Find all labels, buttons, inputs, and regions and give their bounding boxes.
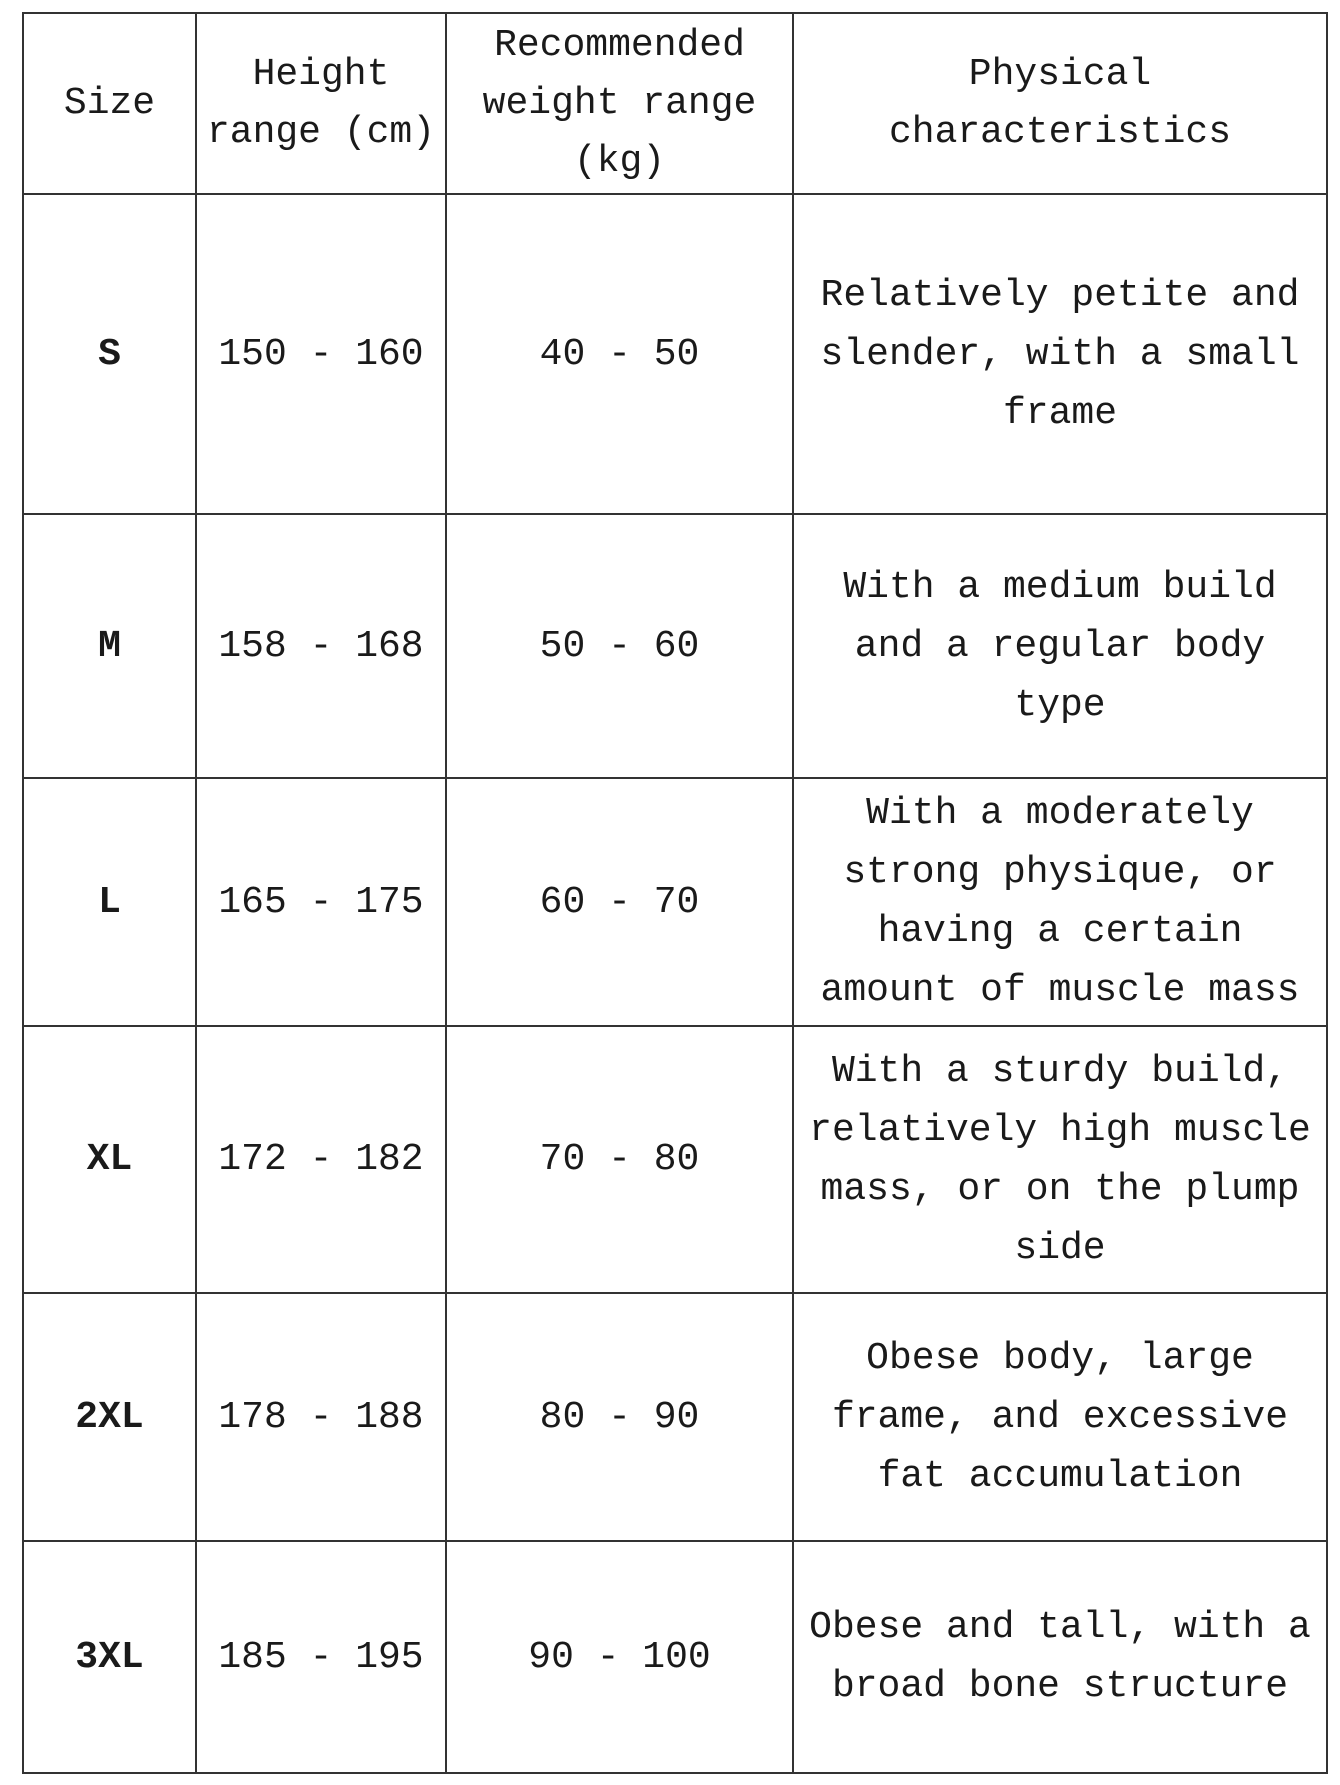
- weight-cell: 50 - 60: [445, 513, 794, 779]
- weight-cell: 70 - 80: [445, 1025, 794, 1294]
- header-height: Height range (cm): [195, 12, 447, 195]
- table-row: XL 172 - 182 70 - 80 With a sturdy build, r…: [22, 1025, 1328, 1294]
- size-cell: S: [22, 193, 197, 515]
- table-row: 3XL 185 - 195 90 - 100 Obese and tall, with…: [22, 1540, 1328, 1774]
- height-cell: 172 - 182: [195, 1025, 447, 1294]
- characteristics-cell: Obese and tall, with a broad bone struct…: [792, 1540, 1328, 1774]
- size-chart-table: Size Height range (cm) Recommended weigh…: [22, 12, 1328, 1774]
- size-cell: 3XL: [22, 1540, 197, 1774]
- height-cell: 185 - 195: [195, 1540, 447, 1774]
- weight-cell: 60 - 70: [445, 777, 794, 1027]
- height-cell: 150 - 160: [195, 193, 447, 515]
- weight-cell: 80 - 90: [445, 1292, 794, 1542]
- characteristics-cell: With a sturdy build, relatively high mus…: [792, 1025, 1328, 1294]
- table-row: 2XL 178 - 188 80 - 90 Obese body, large fra…: [22, 1292, 1328, 1542]
- size-cell: XL: [22, 1025, 197, 1294]
- height-cell: 158 - 168: [195, 513, 447, 779]
- characteristics-cell: Obese body, large frame, and excessive f…: [792, 1292, 1328, 1542]
- size-cell: M: [22, 513, 197, 779]
- characteristics-cell: Relatively petite and slender, with a sm…: [792, 193, 1328, 515]
- weight-cell: 90 - 100: [445, 1540, 794, 1774]
- characteristics-cell: With a moderately strong physique, or ha…: [792, 777, 1328, 1027]
- header-size: Size: [22, 12, 197, 195]
- height-cell: 165 - 175: [195, 777, 447, 1027]
- height-cell: 178 - 188: [195, 1292, 447, 1542]
- table-row: M 158 - 168 50 - 60 With a medium build and…: [22, 513, 1328, 779]
- weight-cell: 40 - 50: [445, 193, 794, 515]
- size-cell: L: [22, 777, 197, 1027]
- header-weight: Recommended weight range (kg): [445, 12, 794, 195]
- header-row: Size Height range (cm) Recommended weigh…: [22, 12, 1328, 195]
- size-cell: 2XL: [22, 1292, 197, 1542]
- table-row: L 165 - 175 60 - 70 With a moderately stron…: [22, 777, 1328, 1027]
- table-row: S 150 - 160 40 - 50 Relatively petite and s…: [22, 193, 1328, 515]
- header-characteristics: Physical characteristics: [792, 12, 1328, 195]
- characteristics-cell: With a medium build and a regular body t…: [792, 513, 1328, 779]
